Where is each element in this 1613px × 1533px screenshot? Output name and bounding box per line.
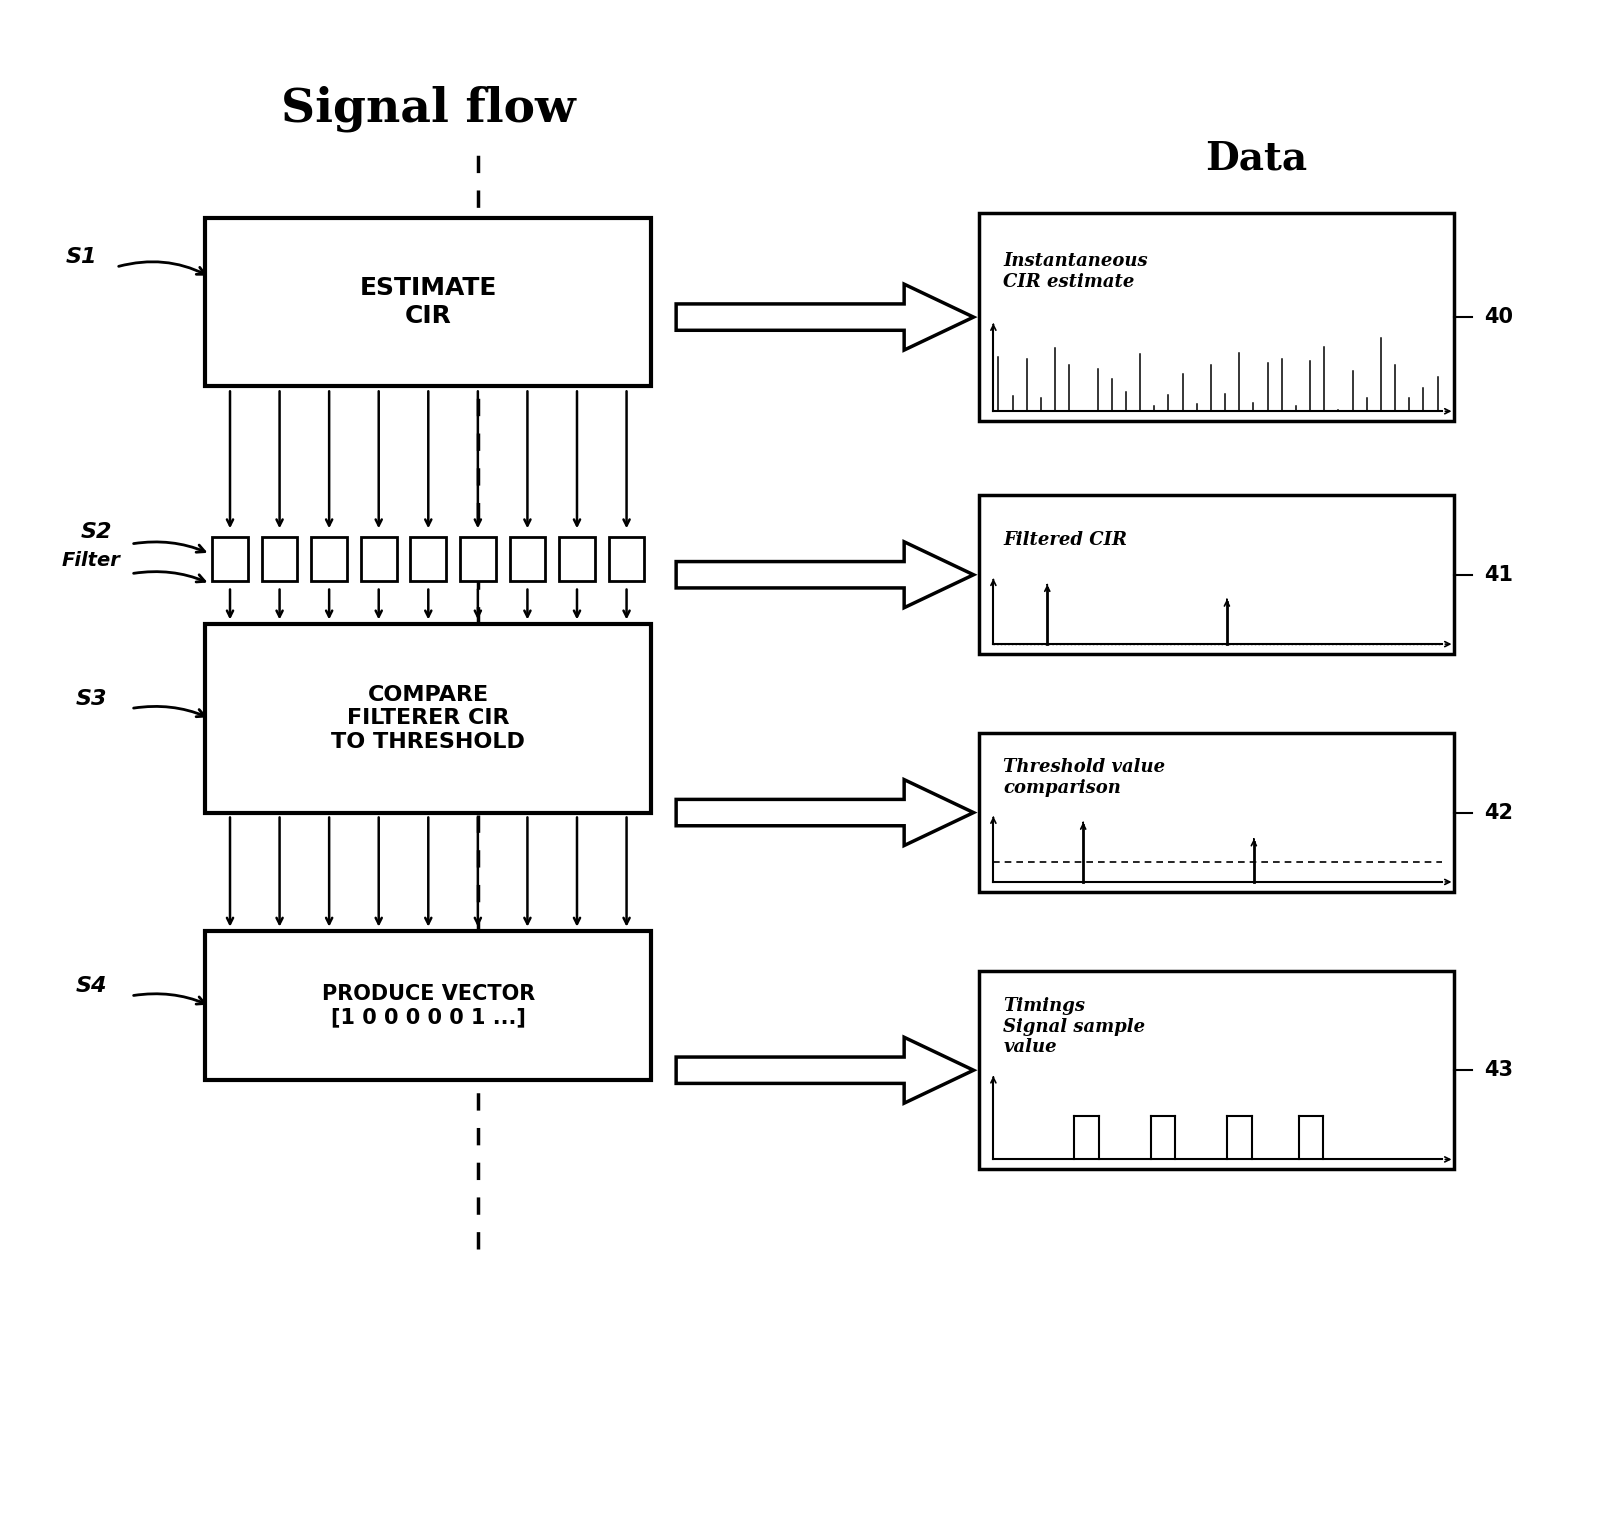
Text: Data: Data — [1205, 140, 1307, 178]
Text: S4: S4 — [76, 977, 106, 996]
Text: Timings
Signal sample
value: Timings Signal sample value — [1003, 996, 1145, 1056]
Text: 41: 41 — [1484, 564, 1513, 584]
Text: Signal flow: Signal flow — [281, 86, 576, 132]
Polygon shape — [676, 541, 974, 607]
Text: Filter: Filter — [61, 552, 121, 570]
Bar — [608, 537, 645, 581]
Bar — [410, 537, 447, 581]
Bar — [311, 537, 347, 581]
Polygon shape — [676, 780, 974, 846]
Bar — [361, 537, 397, 581]
Text: PRODUCE VECTOR
[1 0 0 0 0 0 1 ...]: PRODUCE VECTOR [1 0 0 0 0 0 1 ...] — [321, 984, 536, 1027]
Text: S3: S3 — [76, 688, 106, 708]
Bar — [560, 537, 595, 581]
Bar — [979, 970, 1455, 1170]
Text: 40: 40 — [1484, 307, 1513, 327]
Bar — [460, 537, 495, 581]
Text: Instantaneous
CIR estimate: Instantaneous CIR estimate — [1003, 251, 1148, 291]
Bar — [261, 537, 297, 581]
Text: 43: 43 — [1484, 1061, 1513, 1081]
Text: ESTIMATE
CIR: ESTIMATE CIR — [360, 276, 497, 328]
Polygon shape — [676, 1038, 974, 1104]
Text: 42: 42 — [1484, 803, 1513, 823]
Bar — [205, 218, 652, 386]
Bar — [205, 932, 652, 1081]
Polygon shape — [676, 284, 974, 350]
Bar — [510, 537, 545, 581]
Bar — [979, 733, 1455, 892]
Bar — [979, 495, 1455, 655]
Bar — [213, 537, 248, 581]
Text: S1: S1 — [66, 247, 97, 267]
Text: Filtered CIR: Filtered CIR — [1003, 530, 1127, 549]
Text: Threshold value
comparison: Threshold value comparison — [1003, 759, 1166, 797]
Bar — [979, 213, 1455, 422]
Bar — [205, 624, 652, 812]
Text: S2: S2 — [81, 523, 111, 543]
Text: COMPARE
FILTERER CIR
TO THRESHOLD: COMPARE FILTERER CIR TO THRESHOLD — [331, 685, 526, 751]
